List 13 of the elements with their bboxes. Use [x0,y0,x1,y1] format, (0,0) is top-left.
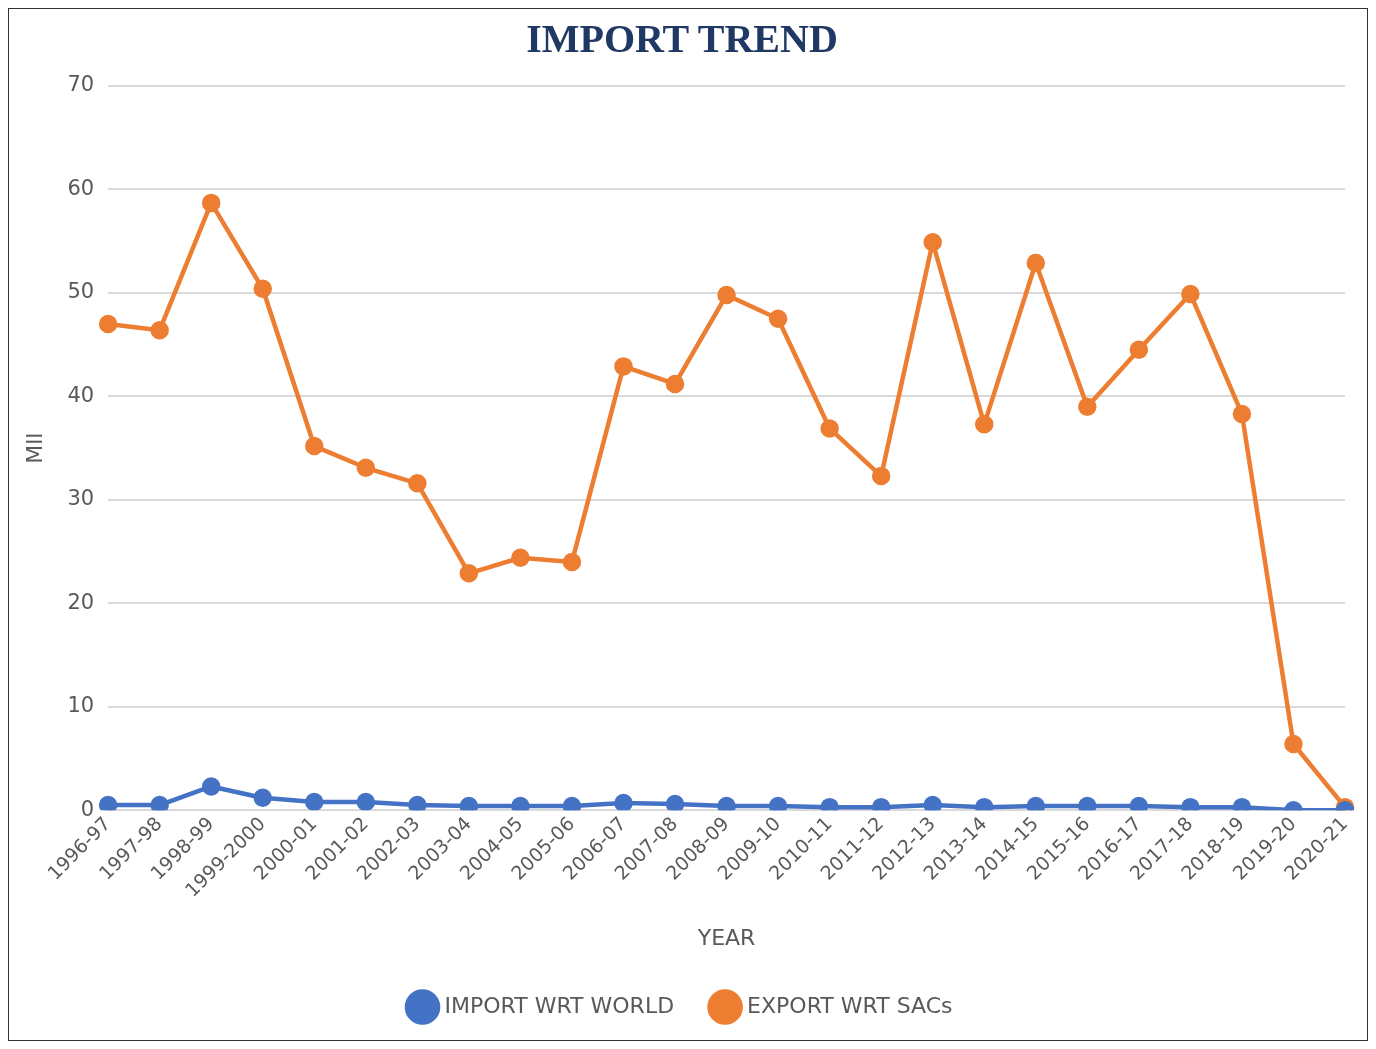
y-tick-label: 50 [67,279,95,304]
y-tick-label: 60 [67,175,95,200]
y-tick-label: 70 [67,72,95,97]
y-axis-title: Mll [21,432,47,464]
y-tick-label: 0 [80,796,95,821]
y-tick-label: 40 [67,382,95,407]
x-axis-title: YEAR [696,924,756,950]
legend-label: IMPORT WRT WORLD [444,992,675,1018]
y-tick-label: 20 [67,589,95,614]
y-tick-label: 10 [67,693,95,718]
legend-label: EXPORT WRT SACs [747,992,953,1018]
chart-title: IMPORT TREND [526,16,838,62]
y-tick-label: 30 [67,486,95,511]
